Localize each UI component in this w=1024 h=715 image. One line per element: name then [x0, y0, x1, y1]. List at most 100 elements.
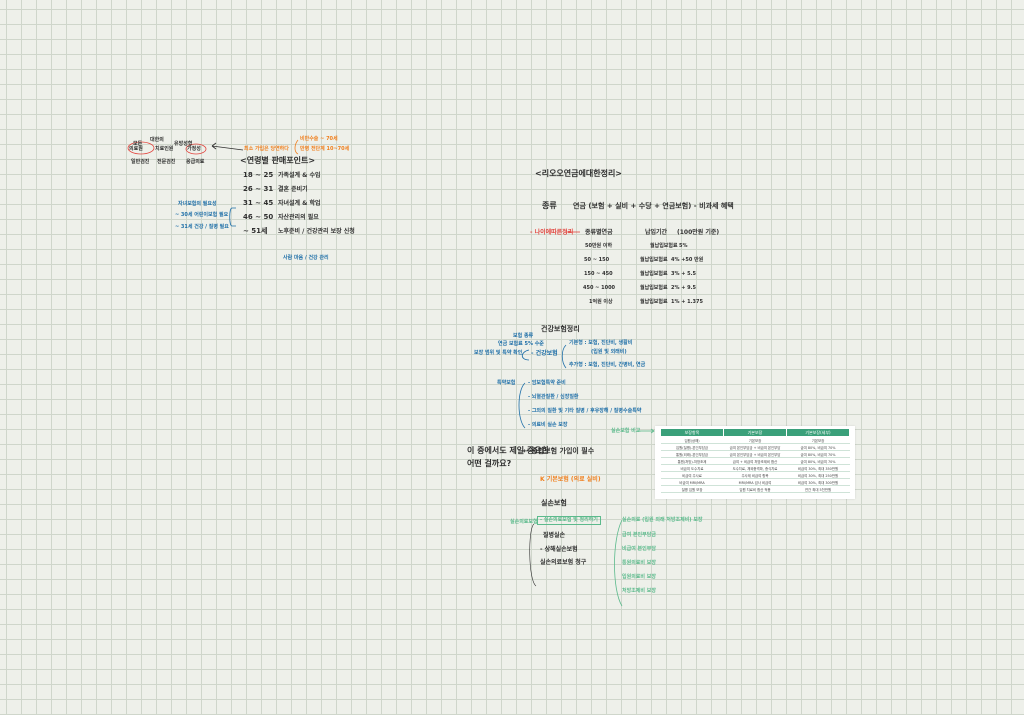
table-header: 기본보장(세부)	[786, 428, 850, 437]
table-header: 보장항목	[660, 428, 724, 437]
green-list-item: 급여 본인부담금	[622, 532, 656, 538]
green-list-item: 비급여 본인부담	[622, 546, 656, 552]
tier-range: 50 ~ 150	[584, 257, 610, 263]
orange-basic-note: K 기본보험 (의료 실비)	[540, 476, 601, 483]
tier-col1: 월납입보험료	[650, 243, 678, 249]
table-row: 비급여 도수치료 도수치료, 체외충격파, 증식치료 비급여 30%, 최대 3…	[660, 464, 850, 472]
age-desc: 자녀설계 & 학업	[278, 200, 321, 207]
indemnity-section-title: 실손보험	[541, 499, 567, 507]
rider-item: - 의료비 실손 보장	[528, 422, 568, 428]
rider-label: 특약보험	[497, 380, 516, 386]
tier-range: 150 ~ 450	[584, 271, 613, 277]
comparison-table: 보장항목 기본보장 기본보장(세부) 입원(상해) 기본보장 기본보장 입원(질…	[660, 428, 850, 493]
blue-left-note: 보험 종류	[513, 333, 534, 339]
age-range: 26 ~ 31	[243, 185, 274, 193]
tier-col2: 4% +50 만원	[671, 257, 704, 263]
green-list-item: 처방조제비 보장	[622, 588, 656, 594]
branch-basic-sub: (입원 및 외래비)	[591, 349, 627, 355]
table-cell: 주사제 비급여 항목	[723, 471, 787, 479]
blue-left-note: 연금 보험료 5% 수준	[498, 341, 544, 347]
annuity-section-title: <리오오연금에대한정리>	[535, 169, 623, 178]
age-range: 31 ~ 45	[243, 199, 274, 207]
age-section-title: <연령별 판매포인트>	[240, 156, 316, 165]
question-line-1: 이 중에서도 제일 중요한	[467, 446, 549, 455]
table-cell: MRI/MRA 검사 비급여	[723, 478, 787, 486]
row-small-note-1: 일반검진	[131, 159, 150, 165]
table-cell: 도수치료, 체외충격파, 증식치료	[723, 464, 787, 472]
table-cell: 비급여 도수치료	[660, 464, 724, 472]
blue-left-note-3: ~ 31세 건강 / 질병 필요	[175, 224, 229, 230]
age-desc: 결혼 준비기	[278, 186, 308, 193]
tier-col2: 1% + 1.375	[671, 299, 703, 305]
table-cell: 입원(질병)-본인부담금	[660, 443, 724, 451]
table-cell: 비급여 30%, 최대 300만원	[786, 478, 850, 486]
blue-left-note: 보장 범위 및 특약 확인	[474, 350, 523, 356]
age-desc: 노후준비 / 건강관리 보장 신청	[278, 228, 355, 235]
top-small-note-4: 치료인원	[155, 146, 174, 152]
orange-top-note: 최소 가입은 당연하다	[244, 146, 289, 152]
table-cell: 질병 입원 보장	[660, 485, 724, 493]
tier-col1: 납입기간	[645, 229, 668, 236]
tier-col2: 2% + 9.5	[671, 285, 697, 291]
blue-left-note-1: 자녀보험의 필요성	[178, 201, 217, 207]
table-cell: 급여 80%, 비급여 70%	[786, 457, 850, 465]
dark-item: 실손의료보험 청구	[540, 559, 587, 566]
dark-item: 질병실손	[543, 532, 566, 539]
formula-label: 종류	[542, 201, 557, 210]
rider-item: - 그외의 질환 및 기타 질병 / 후유장해 / 질병수술특약	[528, 408, 642, 414]
age-desc: 자산관리의 필요	[278, 214, 319, 221]
tier-col1: 월납입보험료	[640, 271, 668, 277]
blue-left-note-2: ~ 30세 어린이보험 필요	[175, 212, 229, 218]
age-range: ~ 51세	[243, 227, 268, 235]
table-cell: 급여 80%, 비급여 70%	[786, 443, 850, 451]
table-label: 실손보험 비교	[611, 428, 641, 434]
green-list-item: 통원의료비 보장	[622, 560, 656, 566]
table-header: 기본보장	[723, 428, 787, 437]
question-line-2: 어떤 걸까요?	[467, 459, 512, 468]
dark-item: - 상해실손보험	[540, 546, 578, 553]
tier-range: 종류별연금	[585, 229, 613, 236]
tier-col2: 5%	[679, 243, 688, 249]
table-row: 질병 입원 보장 입원 치료비 합산 적용 연간 최대 5천만원	[660, 485, 850, 493]
top-small-note-2: 모든	[133, 141, 143, 147]
tier-range: 450 ~ 1000	[583, 285, 616, 291]
rider-item: - 암보험특약 준비	[528, 380, 566, 386]
table-cell: 기본보장	[786, 436, 850, 444]
indemnity-comparison-table: 보장항목 기본보장 기본보장(세부) 입원(상해) 기본보장 기본보장 입원(질…	[655, 426, 855, 499]
table-cell: 급여 80%, 비급여 70%	[786, 450, 850, 458]
table-cell: 연간 최대 5천만원	[786, 485, 850, 493]
orange-right-note-1: 비만수술 ~ 70세	[300, 136, 338, 142]
boxed-item: - 실손의료보험 및 정리하기	[537, 516, 601, 525]
table-cell: 기본보장	[723, 436, 787, 444]
top-small-note-1: 대한의	[150, 137, 164, 143]
table-cell: 급여 본인부담금 + 비급여 본인부담	[723, 450, 787, 458]
table-row: 입원(질병)-본인부담금 급여 본인부담금 + 비급여 본인부담 급여 80%,…	[660, 443, 850, 451]
row-small-note-3: 응급의료	[186, 159, 205, 165]
row-small-note-2: 전문검진	[157, 159, 176, 165]
table-row: 통원(외래)-본인부담금 급여 본인부담금 + 비급여 본인부담 급여 80%,…	[660, 450, 850, 458]
table-cell: 급여 본인부담금 + 비급여 본인부담	[723, 443, 787, 451]
green-list-item: 실손의료 (입원 외래 처방조제비) 보장	[622, 517, 703, 523]
table-row: 비급여 MRI/MRA MRI/MRA 검사 비급여 비급여 30%, 최대 3…	[660, 478, 850, 486]
health-section-title: 건강보험정리	[541, 325, 580, 333]
table-cell: 통원(처방)-처방조제	[660, 457, 724, 465]
red-label: - 나이에따른정리	[530, 229, 574, 236]
table-cell: 통원(외래)-본인부담금	[660, 450, 724, 458]
table-cell: 입원 치료비 합산 적용	[723, 485, 787, 493]
branch-extra: 추가형 : 보험, 진단비, 간병비, 연금	[569, 362, 646, 368]
green-list-item: 입원의료비 보장	[622, 574, 656, 580]
table-row: 비급여 주사료 주사제 비급여 항목 비급여 30%, 최대 250만원	[660, 471, 850, 479]
health-insurance-node: - 건강보험	[531, 350, 558, 357]
orange-right-note-2: 만병 전단계 10~70세	[300, 146, 350, 152]
tier-col1: 월납입보험료	[640, 299, 668, 305]
top-small-note-5: 유방성형	[174, 141, 193, 147]
table-cell: 비급여 MRI/MRA	[660, 478, 724, 486]
top-small-note-3: 의료원	[129, 146, 143, 152]
table-cell: 입원(상해)	[660, 436, 724, 444]
table-row: 입원(상해) 기본보장 기본보장	[660, 436, 850, 444]
tier-range: 1억원 이상	[589, 299, 613, 305]
top-small-note-6: 가정성	[187, 146, 201, 152]
tier-range: 50만원 이하	[585, 243, 613, 249]
table-cell: 비급여 30%, 최대 250만원	[786, 471, 850, 479]
